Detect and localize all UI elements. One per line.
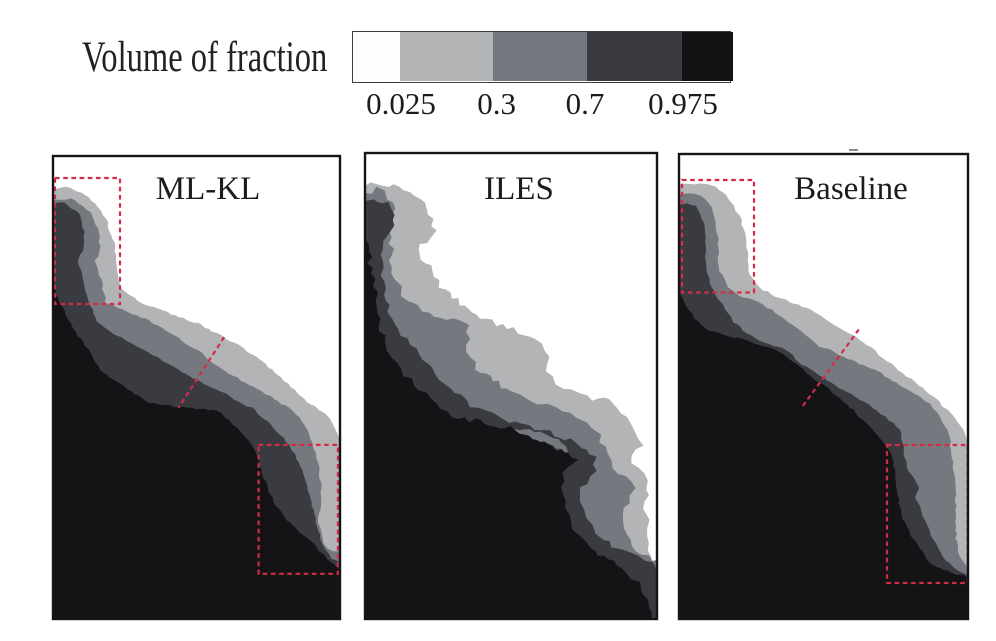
svg-text:ML-KL: ML-KL bbox=[156, 171, 260, 207]
svg-text:Baseline: Baseline bbox=[794, 171, 908, 207]
svg-text:ILES: ILES bbox=[484, 171, 554, 207]
